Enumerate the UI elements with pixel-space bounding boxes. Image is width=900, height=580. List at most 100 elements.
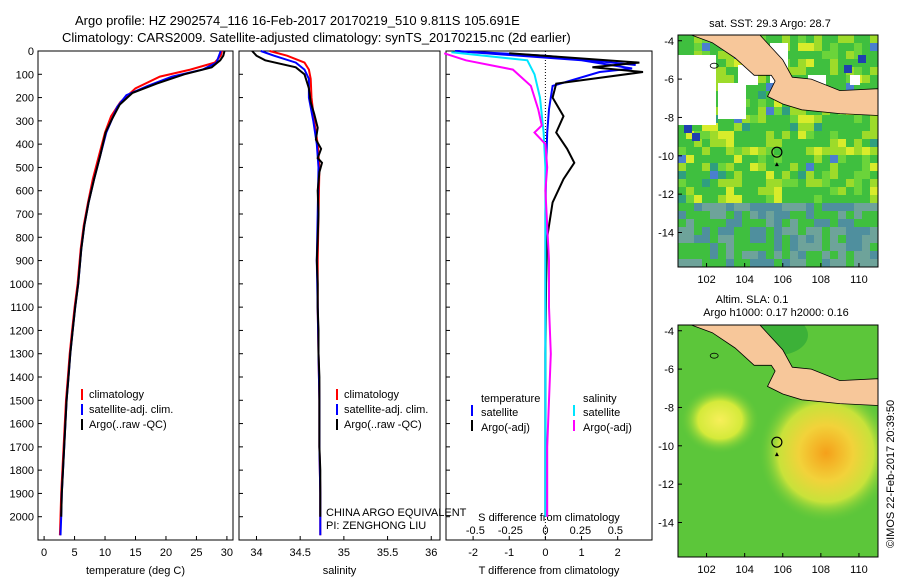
sst-cell <box>854 155 862 163</box>
sst-cell <box>758 107 766 115</box>
lat-tick-label: -6 <box>664 74 674 86</box>
sst-cell <box>758 243 766 251</box>
sst-cell <box>734 219 742 227</box>
sst-cell <box>766 171 774 179</box>
sst-cell <box>806 59 814 67</box>
sst-cell <box>726 123 734 131</box>
sst-cell <box>798 203 806 211</box>
sst-cell <box>846 51 854 59</box>
sst-cell <box>766 139 774 147</box>
sst-cell <box>790 139 798 147</box>
sst-cell <box>686 243 694 251</box>
sst-cell <box>694 251 702 259</box>
sst-cell <box>854 35 862 43</box>
y-tick-label: 1800 <box>10 465 34 477</box>
sst-cell <box>782 147 790 155</box>
sst-cell <box>750 115 758 123</box>
sst-cell <box>862 211 870 219</box>
sst-cell <box>694 179 702 187</box>
sst-cell <box>686 155 694 163</box>
sst-cell <box>790 251 798 259</box>
sla-map-subtitle: Argo h1000: 0.17 h2000: 0.16 <box>703 307 849 319</box>
sst-cell <box>678 203 686 211</box>
sst-cell <box>686 35 694 43</box>
sst-cell <box>814 67 822 75</box>
sst-cell <box>870 243 878 251</box>
sst-cell <box>830 251 838 259</box>
sst-cell <box>774 219 782 227</box>
series-line-2 <box>451 51 547 517</box>
sst-cell <box>846 59 854 67</box>
sst-cell <box>846 251 854 259</box>
sst-cell <box>862 243 870 251</box>
sst-cell <box>814 187 822 195</box>
sst-cell <box>790 227 798 235</box>
sst-cell <box>726 163 734 171</box>
sst-cell <box>790 147 798 155</box>
argo-track-arrow <box>774 162 779 167</box>
sst-cell <box>814 227 822 235</box>
sst-cell <box>726 227 734 235</box>
sst-cell <box>678 35 686 43</box>
land-mass <box>691 325 878 406</box>
sst-cell <box>750 195 758 203</box>
sst-cell <box>734 187 742 195</box>
sst-cell <box>870 195 878 203</box>
sst-cell <box>790 203 798 211</box>
y-tick-label: 0 <box>28 46 34 58</box>
sst-cell <box>718 219 726 227</box>
sst-cell <box>758 115 766 123</box>
sst-cell <box>870 59 878 67</box>
sst-cell <box>846 35 854 43</box>
sst-cell <box>862 115 870 123</box>
sst-cell <box>782 131 790 139</box>
sst-cell <box>718 243 726 251</box>
sst-cell <box>846 219 854 227</box>
sst-cell <box>758 155 766 163</box>
sst-cell <box>694 147 702 155</box>
sst-cell <box>710 243 718 251</box>
sst-cell <box>718 259 726 267</box>
sst-cell <box>814 243 822 251</box>
y-tick-label: 500 <box>16 162 34 174</box>
sst-cell <box>870 147 878 155</box>
sst-cell <box>782 115 790 123</box>
series-line-1 <box>509 52 644 517</box>
sst-cell <box>718 75 726 83</box>
sst-cell <box>830 195 838 203</box>
sst-cell <box>830 171 838 179</box>
sst-cell <box>686 43 694 51</box>
sst-cell <box>862 67 870 75</box>
sst-cell <box>694 155 702 163</box>
sst-cell <box>862 171 870 179</box>
sst-cell <box>854 219 862 227</box>
sst-cell <box>742 147 750 155</box>
sst-cell <box>742 259 750 267</box>
legend-heading: temperature <box>481 393 540 405</box>
sst-cell <box>862 219 870 227</box>
sst-cell <box>678 227 686 235</box>
legend-label: Argo(..raw -QC) <box>89 419 167 431</box>
sst-cell <box>718 51 726 59</box>
sst-cell <box>766 195 774 203</box>
sst-cell <box>726 187 734 195</box>
sst-cell <box>782 195 790 203</box>
sst-cell <box>798 107 806 115</box>
sst-cell <box>846 155 854 163</box>
sla-high <box>758 383 878 523</box>
sst-cell <box>838 59 846 67</box>
sst-cell <box>734 235 742 243</box>
sst-cell <box>870 43 878 51</box>
series-line-2 <box>60 50 226 517</box>
map-field <box>678 325 878 557</box>
sst-cell <box>870 203 878 211</box>
sst-cell <box>782 155 790 163</box>
sst-cell <box>846 115 854 123</box>
sst-cell <box>702 147 710 155</box>
sst-cell <box>830 115 838 123</box>
sst-cell <box>774 251 782 259</box>
y-tick-label: 1600 <box>10 419 34 431</box>
sst-cell <box>750 211 758 219</box>
plot-frame <box>238 50 441 541</box>
